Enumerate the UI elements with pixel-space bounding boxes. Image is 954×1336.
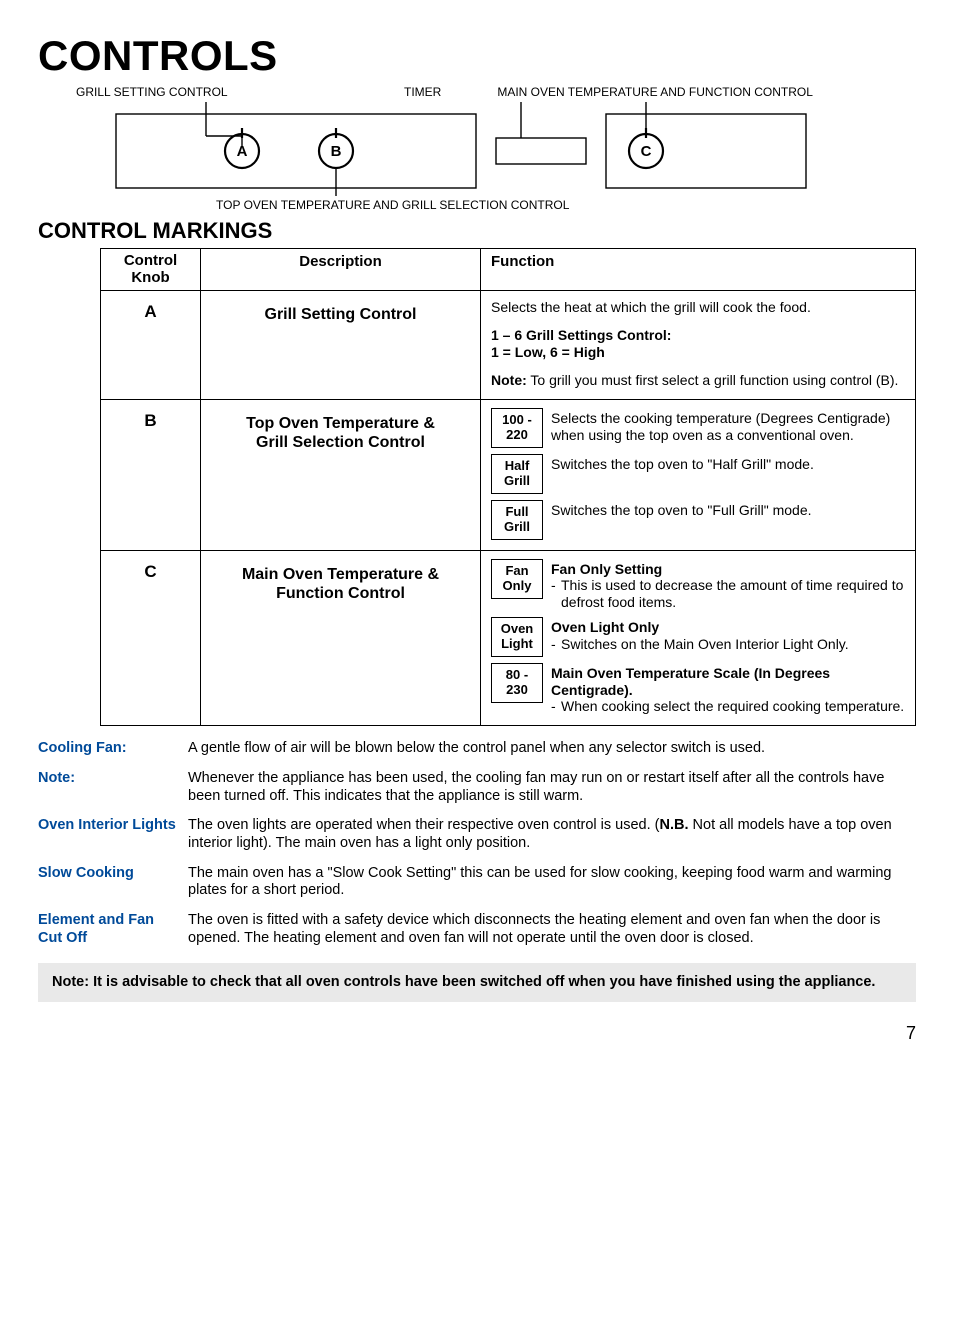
mode-box: Fan Only — [491, 559, 543, 599]
mode-title: Oven Light Only — [551, 619, 905, 636]
control-panel-diagram: GRILL SETTING CONTROL TIMER MAIN OVEN TE… — [76, 85, 916, 213]
knob-b: B — [101, 400, 201, 551]
mode-dash: - This is used to decrease the amount of… — [551, 577, 905, 611]
func-a-heading: 1 – 6 Grill Settings Control: — [491, 327, 671, 343]
func-a-note-label: Note: — [491, 372, 527, 388]
diagram-label-main: MAIN OVEN TEMPERATURE AND FUNCTION CONTR… — [497, 85, 813, 100]
def-term: Note: — [38, 770, 178, 805]
controls-table: Control Knob Description Function A Gril… — [100, 248, 916, 726]
def-term: Oven Interior Lights — [38, 817, 178, 852]
func-a: Selects the heat at which the grill will… — [481, 291, 916, 400]
func-a-note-text: To grill you must first select a grill f… — [527, 372, 899, 388]
row-b-subrow: Full Grill Switches the top oven to "Full… — [491, 500, 905, 540]
diagram-label-timer: TIMER — [404, 85, 441, 100]
mode-title: Main Oven Temperature Scale (In Degrees … — [551, 665, 905, 699]
th-desc: Description — [201, 249, 481, 291]
def-body: The main oven has a "Slow Cook Setting" … — [188, 865, 916, 900]
diagram-label-bottom: TOP OVEN TEMPERATURE AND GRILL SELECTION… — [216, 198, 916, 213]
def-term: Element and Fan Cut Off — [38, 912, 178, 947]
mode-text: Oven Light Only- Switches on the Main Ov… — [551, 617, 905, 653]
row-c-subrow: Oven LightOven Light Only- Switches on t… — [491, 617, 905, 657]
definitions: Cooling Fan: A gentle flow of air will be… — [38, 740, 916, 947]
th-func: Function — [481, 249, 916, 291]
table-row-c: C Main Oven Temperature & Function Contr… — [101, 550, 916, 726]
mode-box: 100 - 220 — [491, 408, 543, 448]
note-bar: Note: It is advisable to check that all … — [38, 963, 916, 1001]
mode-dash: - When cooking select the required cooki… — [551, 698, 905, 715]
func-b: 100 - 220Selects the cooking temperature… — [481, 400, 916, 551]
mode-dash: - Switches on the Main Oven Interior Lig… — [551, 636, 905, 653]
func-a-line1: Selects the heat at which the grill will… — [491, 299, 905, 317]
knob-a: A — [101, 291, 201, 400]
table-row-b: B Top Oven Temperature & Grill Selection… — [101, 400, 916, 551]
svg-text:A: A — [237, 143, 248, 160]
func-c: Fan OnlyFan Only Setting- This is used t… — [481, 550, 916, 726]
desc-a: Grill Setting Control — [201, 291, 481, 400]
desc-b-l1: Top Oven Temperature & — [246, 415, 435, 432]
def-body: A gentle flow of air will be blown below… — [188, 740, 916, 758]
mode-box: Half Grill — [491, 454, 543, 494]
desc-b-l2: Grill Selection Control — [256, 434, 425, 451]
row-c-subrow: Fan OnlyFan Only Setting- This is used t… — [491, 559, 905, 611]
desc-b: Top Oven Temperature & Grill Selection C… — [201, 400, 481, 551]
diagram-svg: A B C — [76, 102, 816, 196]
table-row-a: A Grill Setting Control Selects the heat… — [101, 291, 916, 400]
desc-c: Main Oven Temperature & Function Control — [201, 550, 481, 726]
row-c-subrow: 80 - 230Main Oven Temperature Scale (In … — [491, 663, 905, 715]
diagram-label-grill: GRILL SETTING CONTROL — [76, 85, 286, 100]
mode-box: 80 - 230 — [491, 663, 543, 703]
row-b-subrow: Half Grill Switches the top oven to "Half… — [491, 454, 905, 494]
page-title: CONTROLS — [38, 30, 916, 83]
th-knob: Control Knob — [101, 249, 201, 291]
mode-text: Switches the top oven to "Half Grill" mo… — [551, 454, 905, 473]
svg-text:B: B — [331, 143, 342, 160]
func-a-sub: 1 = Low, 6 = High — [491, 344, 605, 360]
mode-box: Full Grill — [491, 500, 543, 540]
section-heading: CONTROL MARKINGS — [38, 217, 916, 245]
row-b-subrow: 100 - 220Selects the cooking temperature… — [491, 408, 905, 448]
def-body: The oven is fitted with a safety device … — [188, 912, 916, 947]
mode-text: Main Oven Temperature Scale (In Degrees … — [551, 663, 905, 715]
def-term: Slow Cooking — [38, 865, 178, 900]
svg-text:C: C — [641, 143, 652, 160]
mode-text: Switches the top oven to "Full Grill" mo… — [551, 500, 905, 519]
def-body: The oven lights are operated when their … — [188, 817, 916, 852]
mode-box: Oven Light — [491, 617, 543, 657]
desc-c-l2: Function Control — [276, 585, 405, 602]
mode-text: Selects the cooking temperature (Degrees… — [551, 408, 905, 444]
mode-text: Fan Only Setting- This is used to decrea… — [551, 559, 905, 611]
page-number: 7 — [38, 1022, 916, 1045]
def-term: Cooling Fan: — [38, 740, 178, 758]
desc-c-l1: Main Oven Temperature & — [242, 566, 439, 583]
def-body: Whenever the appliance has been used, th… — [188, 770, 916, 805]
knob-c: C — [101, 550, 201, 726]
mode-title: Fan Only Setting — [551, 561, 905, 578]
